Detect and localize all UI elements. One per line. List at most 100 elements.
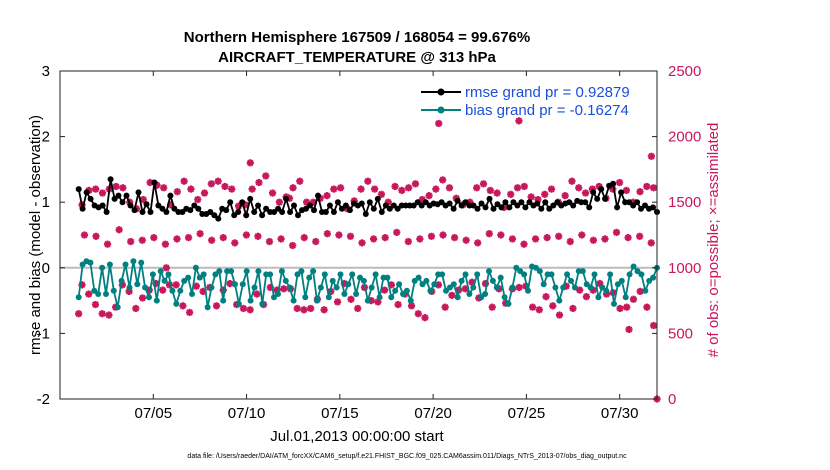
rmse-point	[163, 209, 170, 215]
rmse-point	[446, 200, 453, 207]
rmse-point	[330, 209, 337, 215]
rmse-point	[394, 205, 401, 212]
obs-mid-point	[98, 310, 106, 318]
bias-point	[642, 287, 649, 294]
legend-bias-marker	[437, 106, 445, 114]
rmse-point	[307, 202, 313, 209]
rmse-point	[263, 205, 270, 212]
rmse-point	[650, 204, 656, 211]
rmse-point	[75, 186, 82, 193]
rmse-point	[470, 202, 477, 209]
bias-point	[595, 294, 602, 301]
bias-point	[310, 268, 317, 275]
bias-point	[220, 297, 227, 304]
obs-mid-point	[421, 314, 429, 322]
y-right-tick-label: 0	[668, 391, 676, 408]
bias-point	[314, 297, 320, 304]
bias-point	[489, 277, 496, 284]
bias-point	[325, 294, 332, 301]
rmse-point	[255, 202, 262, 209]
y-right-tick-label: 2000	[668, 129, 701, 146]
obs-high-point	[207, 180, 215, 188]
rmse-point	[506, 204, 513, 211]
obs-high-point	[330, 185, 338, 193]
bias-point	[232, 281, 238, 288]
obs-outlier-point	[162, 264, 170, 272]
obs-high-point	[337, 184, 345, 192]
obs-low-point	[300, 234, 308, 242]
data-file-footnote: data file: /Users/raeder/DAI/ATM_forcXX/…	[187, 453, 627, 460]
rmse-point	[187, 207, 194, 214]
obs-low-point	[92, 232, 100, 240]
rmse-point	[610, 180, 617, 187]
bias-point	[622, 294, 629, 301]
obs-high-point	[160, 184, 168, 192]
rmse-point	[602, 195, 609, 202]
obs-low-point	[265, 237, 274, 246]
obs-high-point	[262, 172, 270, 180]
bias-point	[130, 258, 137, 265]
obs-low-point	[254, 232, 262, 240]
obs-high-point	[98, 189, 107, 197]
rmse-point	[638, 205, 644, 212]
bias-point	[192, 264, 199, 271]
obs-high-point	[323, 192, 331, 200]
rmse-point	[283, 195, 290, 202]
rmse-point	[231, 212, 238, 219]
obs-high-point	[173, 188, 181, 196]
bias-point	[157, 268, 164, 275]
obs-low-point	[612, 228, 621, 236]
rmse-point	[119, 199, 126, 206]
obs-mid-point	[280, 285, 288, 293]
obs-high-point	[391, 182, 399, 191]
y-tick-label: 1	[42, 194, 50, 211]
rmse-point	[634, 199, 641, 206]
obs-low-point	[312, 237, 320, 246]
rmse-point	[303, 205, 309, 212]
rmse-point	[171, 205, 178, 212]
rmse-point	[227, 199, 234, 206]
obs-low-point	[450, 234, 459, 242]
bias-point	[384, 274, 391, 281]
rmse-point	[207, 209, 214, 215]
obs-outlier-point	[75, 310, 83, 318]
bias-point	[228, 268, 235, 275]
bias-point	[138, 259, 145, 266]
bias-point	[165, 271, 172, 278]
x-tick-label: 07/20	[414, 405, 452, 422]
bias-point	[618, 277, 625, 284]
rmse-point	[386, 205, 393, 212]
y-tick-label: -1	[37, 325, 50, 342]
x-tick-label: 07/30	[601, 405, 639, 422]
obs-low-point	[80, 231, 89, 239]
obs-high-point	[527, 193, 535, 201]
plot-area	[60, 71, 657, 399]
obs-low-point	[508, 235, 517, 243]
obs-high-point	[520, 182, 528, 191]
rmse-point	[131, 207, 138, 214]
bias-point	[134, 281, 141, 288]
obs-mid-point	[246, 306, 254, 314]
rmse-point	[514, 202, 521, 209]
rmse-point	[642, 202, 648, 209]
rmse-point	[195, 205, 202, 212]
rmse-point	[478, 200, 485, 207]
obs-high-point	[575, 184, 583, 192]
obs-mid-point	[528, 303, 537, 311]
x-tick-label: 07/15	[321, 405, 359, 422]
rmse-point	[311, 207, 317, 214]
legend-rmse-marker	[437, 88, 445, 96]
rmse-point	[534, 200, 541, 207]
obs-mid-point	[333, 298, 342, 306]
rmse-point	[414, 199, 421, 206]
obs-low-point	[601, 235, 609, 243]
rmse-point	[542, 199, 549, 206]
bias-point	[286, 284, 293, 291]
obs-low-point	[358, 239, 366, 247]
obs-high-point	[568, 177, 576, 185]
obs-low-point	[346, 232, 355, 240]
bias-point	[450, 281, 457, 288]
bias-point	[521, 271, 528, 278]
rmse-point	[167, 192, 174, 199]
